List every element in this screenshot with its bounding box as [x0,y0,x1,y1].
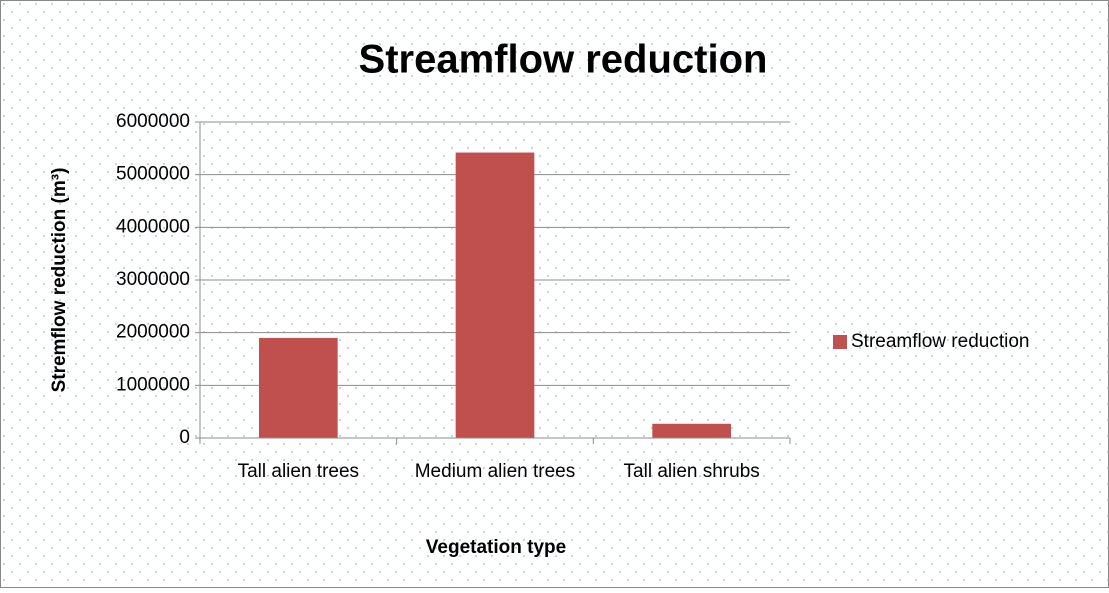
x-tick-label-box: Medium alien trees [414,461,576,482]
y-axis-label: Stremflow reduction (m³) [49,168,70,393]
y-tick-label: 3000000 [116,269,190,290]
bar [455,152,535,438]
legend-label: Streamflow reduction [851,331,1029,352]
bar [652,423,731,438]
chart-title: Streamflow reduction [359,38,768,82]
y-tick-label: 0 [179,427,190,448]
x-axis-label: Vegetation type [426,537,566,558]
x-tick-label-box: Tall alien trees [237,461,360,482]
x-tick-label: Medium alien trees [414,461,576,482]
legend-swatch [833,335,847,349]
y-tick-label: 4000000 [116,216,190,237]
y-tick-label: 1000000 [116,374,190,395]
y-tick-label: 5000000 [116,164,190,185]
x-tick-label: Tall alien trees [237,461,360,482]
y-tick-label: 6000000 [116,111,190,132]
bar [259,337,338,438]
x-tick-label-box: Tall alien shrubs [623,461,760,482]
y-tick-label: 2000000 [116,322,190,343]
x-tick-label: Tall alien shrubs [623,461,760,482]
